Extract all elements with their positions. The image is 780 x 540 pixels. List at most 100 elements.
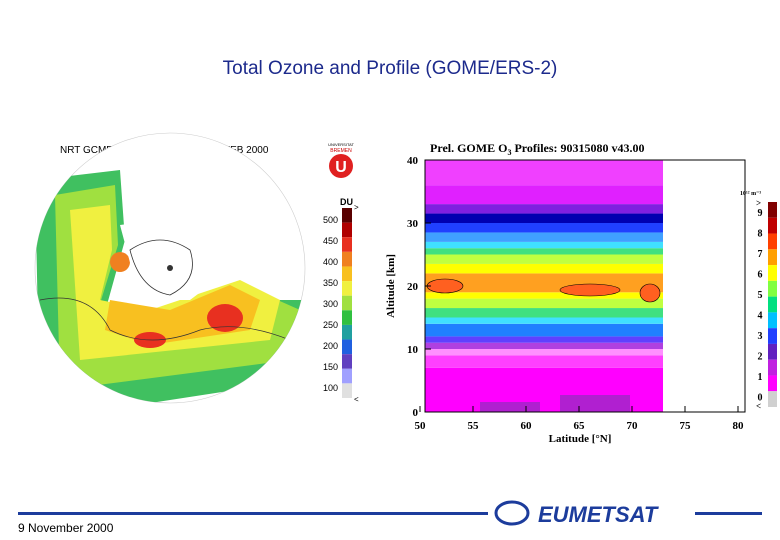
y-tick-label: 20 <box>407 281 419 293</box>
contour-band <box>425 317 663 324</box>
logo-mark <box>494 500 530 526</box>
contour-band <box>425 298 663 309</box>
colorbar-label: 450 <box>323 236 338 246</box>
colorbar-swatch <box>342 354 352 369</box>
contour-band <box>425 342 663 349</box>
contour-band <box>425 160 663 186</box>
pole <box>167 265 173 271</box>
colorbar-swatch <box>768 343 777 360</box>
footer-date: 9 November 2000 <box>18 521 114 535</box>
x-axis-label: Latitude [°N] <box>549 433 612 445</box>
y-tick-label: 30 <box>407 218 419 230</box>
x-tick-label: 55 <box>468 420 480 432</box>
colorbar-swatch <box>342 266 352 282</box>
colorbar-label: 200 <box>323 341 338 351</box>
colorbar-label: 500 <box>323 215 338 225</box>
colorbar-swatch <box>342 237 352 252</box>
contour-band <box>425 336 663 343</box>
contour-band <box>425 204 663 214</box>
logo-text: BREMEN <box>330 148 352 154</box>
contour-band <box>425 223 663 233</box>
colorbar-swatch <box>342 281 352 296</box>
contour-patch <box>480 402 540 412</box>
profile-panel: Prel. GOME O3 Profiles: 90315080 v43.00 … <box>385 141 777 445</box>
contour-band <box>425 248 663 255</box>
colorbar-label: 300 <box>323 299 338 309</box>
contour-band <box>425 254 663 264</box>
y-tick-label: 0 <box>413 407 419 419</box>
colorbar-label: 8 <box>758 229 763 240</box>
colorbar-swatch <box>342 310 352 325</box>
colorbar-swatch <box>768 202 777 218</box>
map-field <box>35 170 305 403</box>
y-tick-label: 10 <box>407 344 419 356</box>
colorbar-swatch <box>768 217 777 234</box>
colorbar-label: 4 <box>758 311 763 322</box>
x-tick-label: 65 <box>574 420 586 432</box>
contour-band <box>425 355 663 368</box>
colorbar-swatch <box>342 339 352 355</box>
y-axis-label: Altitude [km] <box>385 254 397 318</box>
colorbar-label: 350 <box>323 278 338 288</box>
colorbar-under: < <box>354 395 359 404</box>
contour-band <box>425 263 663 274</box>
colorbar-swatch <box>342 222 352 238</box>
contour-patch <box>426 278 464 294</box>
colorbar-swatch <box>768 296 777 313</box>
colorbar-swatch <box>768 391 777 407</box>
footer: 9 November 2000 EUMETSAT <box>18 500 762 535</box>
colorbar-label: 150 <box>323 362 338 372</box>
colorbar-label: 5 <box>758 290 763 301</box>
svg-text:U: U <box>335 159 347 176</box>
colorbar-label: 100 <box>323 383 338 393</box>
profile-field <box>425 160 663 412</box>
profile-title: Prel. GOME O3 Profiles: 90315080 v43.00 <box>430 141 645 157</box>
colorbar-swatch <box>768 280 777 297</box>
colorbar-swatch <box>342 295 352 311</box>
y-tick-label: 40 <box>407 155 419 167</box>
colorbar-swatch <box>342 324 352 340</box>
colorbar-unit: DU <box>340 197 353 207</box>
contour-patch <box>639 283 661 303</box>
contour-band <box>425 213 663 223</box>
colorbar-over: > <box>354 203 359 212</box>
logo-text: UNIVERSITAT <box>328 142 354 147</box>
colorbar-unit: 10¹² m⁻³ <box>740 191 761 197</box>
colorbar-swatch <box>768 312 777 329</box>
contour-band <box>425 308 663 318</box>
colorbar-swatch <box>768 249 777 266</box>
x-tick-label: 50 <box>415 420 427 432</box>
colorbar-swatch <box>342 251 352 267</box>
colorbar-swatch <box>342 208 352 223</box>
contour-band <box>425 241 663 249</box>
x-tick-label: 75 <box>680 420 692 432</box>
x-tick-label: 60 <box>521 420 533 432</box>
contour-band <box>425 292 663 299</box>
colorbar-swatch <box>768 328 777 344</box>
contour-band <box>425 323 663 337</box>
colorbar-over: > <box>756 198 761 208</box>
colorbar-label: 2 <box>758 352 763 363</box>
contour-band <box>425 349 663 356</box>
colorbar-label: 1 <box>758 372 763 383</box>
contour-band <box>425 232 663 242</box>
colorbar-label: 0 <box>758 393 763 404</box>
colorbar-swatch <box>768 265 777 281</box>
footer-rule <box>695 512 762 515</box>
axes: 0 10 20 30 40 50 55 60 65 70 75 80 <box>407 155 744 432</box>
slide-title: Total Ozone and Profile (GOME/ERS-2) <box>223 58 558 79</box>
contour-patch <box>560 395 630 412</box>
colorbar-label: 9 <box>758 208 763 219</box>
colorbar-swatch <box>768 359 777 376</box>
colorbar-swatch <box>342 368 352 384</box>
footer-rule <box>18 512 488 515</box>
colorbar-label: 3 <box>758 331 763 342</box>
colorbar-swatch <box>768 375 777 392</box>
x-tick-label: 70 <box>627 420 639 432</box>
footer-logo: EUMETSAT <box>538 502 659 527</box>
colorbar-label: 250 <box>323 320 338 330</box>
contour-patch <box>559 283 621 297</box>
colorbar-swatch <box>342 383 352 398</box>
colorbar-label: 400 <box>323 257 338 267</box>
